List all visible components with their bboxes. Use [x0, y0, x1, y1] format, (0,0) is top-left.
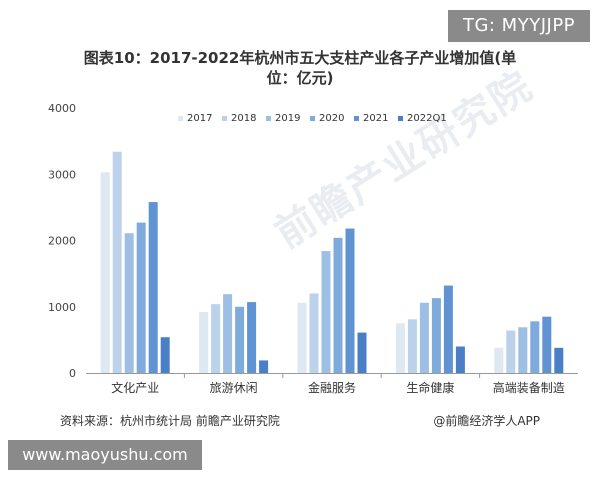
- legend-label-2: 2019: [275, 113, 300, 124]
- bar-2-4: [345, 228, 355, 373]
- legend-label-1: 2018: [231, 113, 256, 124]
- bar-4-2: [518, 327, 528, 373]
- legend-label-0: 2017: [187, 113, 212, 124]
- x-tick-label-2: 金融服务: [308, 380, 356, 395]
- legend-swatch-1: [222, 116, 227, 121]
- credit-note: @前瞻经济学人APP: [433, 414, 540, 428]
- legend-swatch-5: [398, 116, 403, 121]
- y-tick-label-3: 3000: [48, 168, 76, 181]
- bar-4-3: [530, 321, 540, 373]
- bar-4-1: [506, 330, 516, 373]
- bar-1-3: [235, 306, 245, 373]
- y-tick-label-0: 0: [69, 367, 76, 380]
- y-tick-label-1: 1000: [48, 301, 76, 314]
- legend-swatch-3: [310, 116, 315, 121]
- watermark-badge: TG: MYYJJPP: [448, 10, 590, 42]
- bar-0-5: [160, 337, 170, 373]
- bar-2-0: [297, 302, 307, 373]
- x-tick-label-4: 高端装备制造: [493, 380, 565, 395]
- x-tick-label-3: 生命健康: [406, 380, 454, 395]
- chart-title-line1: 图表10：2017-2022年杭州市五大支柱产业各子产业增加值(单: [83, 49, 517, 67]
- bar-2-5: [357, 332, 367, 373]
- legend-swatch-0: [178, 116, 183, 121]
- bar-3-4: [443, 285, 453, 373]
- bar-1-2: [223, 294, 233, 373]
- bar-1-4: [247, 302, 257, 373]
- legend-label-3: 2020: [319, 113, 344, 124]
- bar-0-2: [124, 233, 134, 373]
- legend-swatch-4: [354, 116, 359, 121]
- bar-3-3: [431, 298, 441, 373]
- bar-4-4: [542, 316, 552, 373]
- bar-2-3: [333, 237, 343, 373]
- bar-1-0: [199, 312, 209, 373]
- bar-1-5: [259, 360, 269, 373]
- bar-4-0: [494, 347, 504, 373]
- bar-0-3: [136, 222, 146, 373]
- chart-title: 图表10：2017-2022年杭州市五大支柱产业各子产业增加值(单 位：亿元): [60, 48, 540, 88]
- site-badge: www.maoyushu.com: [8, 440, 202, 470]
- chart-title-line2: 位：亿元): [266, 69, 334, 87]
- y-tick-label-4: 4000: [48, 102, 76, 115]
- bar-2-1: [309, 293, 319, 373]
- bar-0-0: [100, 172, 110, 373]
- bar-0-4: [148, 202, 158, 373]
- y-tick-label-2: 2000: [48, 235, 76, 248]
- bar-3-5: [455, 346, 465, 373]
- bar-2-2: [321, 251, 331, 373]
- legend-label-5: 2022Q1: [407, 113, 447, 124]
- bar-4-5: [554, 347, 564, 373]
- legend-label-4: 2021: [363, 113, 388, 124]
- bar-1-1: [211, 304, 221, 373]
- bar-3-0: [395, 323, 405, 373]
- legend-swatch-2: [266, 116, 271, 121]
- x-tick-label-0: 文化产业: [111, 380, 159, 395]
- bar-0-1: [112, 151, 122, 373]
- bar-3-1: [407, 319, 417, 373]
- bar-3-2: [419, 302, 429, 373]
- source-note: 资料来源：杭州市统计局 前瞻产业研究院: [60, 414, 280, 428]
- x-tick-label-1: 旅游休闲: [210, 381, 258, 395]
